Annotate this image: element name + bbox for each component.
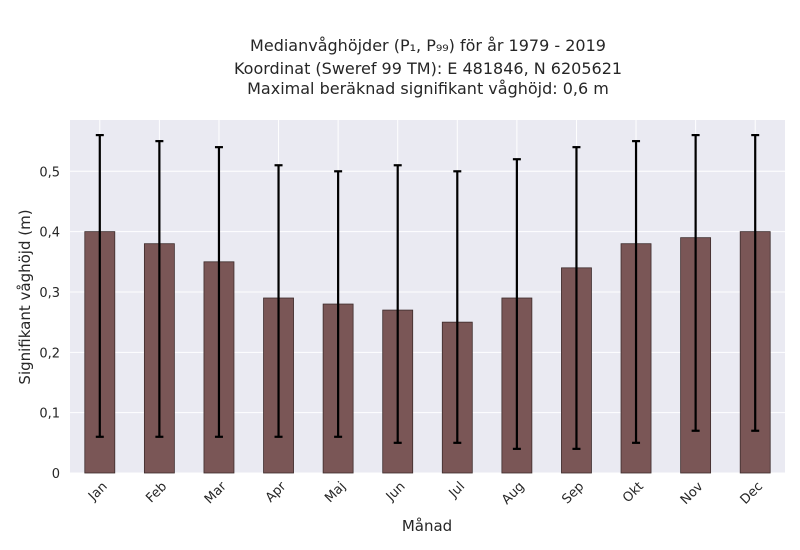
error-bar-feb (155, 140, 164, 438)
error-bar-mar (214, 146, 223, 438)
y-tick-label: 0,1 (39, 407, 60, 422)
error-bar-jan (95, 133, 104, 438)
x-tick-label: Jun (383, 479, 409, 505)
y-tick-labels: 0 0,1 0,2 0,3 0,4 0,5 (39, 165, 60, 482)
x-tick-label: Mar (202, 479, 230, 507)
y-tick-label: 0,5 (39, 165, 60, 180)
x-tick-label: Aug (499, 479, 528, 508)
x-tick-label: Feb (143, 479, 170, 506)
y-tick-label: 0,4 (39, 226, 60, 241)
error-bar-maj (334, 170, 343, 438)
x-tick-labels: Jan Feb Mar Apr Maj Jun Jul Aug Sep Okt Nov Dec (85, 479, 766, 508)
x-tick-label: Jan (85, 479, 110, 504)
chart-title-line-3: Maximal beräknad signifikant våghöjd: 0,… (247, 79, 609, 98)
y-tick-label: 0,2 (39, 346, 60, 361)
plot-area (70, 120, 785, 473)
x-tick-label: Maj (322, 479, 349, 506)
x-axis-label: Månad (402, 517, 452, 535)
error-bar-jun (393, 164, 402, 444)
error-bar-apr (274, 164, 283, 438)
x-tick-label: Apr (263, 479, 290, 506)
x-tick-label: Jul (446, 479, 468, 501)
y-axis-label: Signifikant våghöjd (m) (16, 209, 34, 384)
error-bar-nov (691, 133, 700, 432)
x-tick-label: Okt (620, 479, 647, 506)
error-bar-okt (632, 140, 641, 444)
x-tick-label: Sep (559, 479, 587, 507)
chart-title-line-2: Koordinat (Sweref 99 TM): E 481846, N 62… (234, 59, 622, 78)
y-tick-label: 0,3 (39, 286, 60, 301)
y-gridlines (70, 170, 785, 474)
x-tick-label: Dec (738, 479, 766, 507)
error-bar-sep (572, 146, 581, 450)
error-bar-aug (512, 158, 521, 450)
error-bar-jul (453, 170, 462, 444)
error-bar-dec (751, 133, 760, 432)
chart-title: Medianvåghöjder (P₁, P₉₉) för år 1979 - … (234, 36, 622, 98)
y-tick-label: 0 (52, 467, 60, 482)
error-bars (95, 133, 760, 450)
chart-title-line-1: Medianvåghöjder (P₁, P₉₉) för år 1979 - … (250, 36, 606, 55)
x-tick-label: Nov (678, 479, 707, 508)
